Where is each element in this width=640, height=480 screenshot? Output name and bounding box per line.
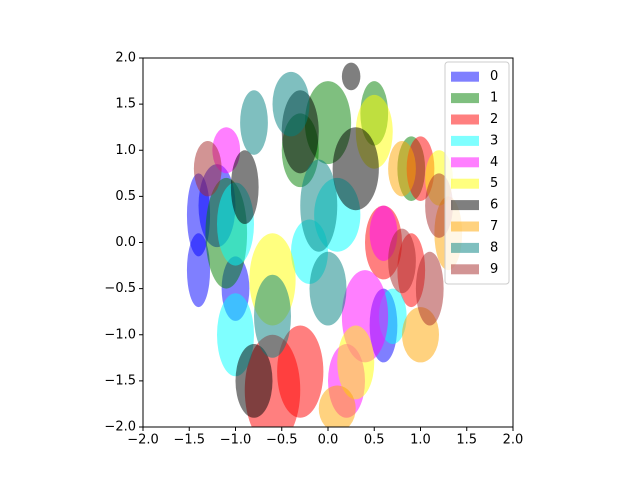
legend-swatch — [451, 157, 479, 168]
legend-label: 4 — [490, 155, 498, 170]
y-tick-label: 0.5 — [115, 189, 136, 204]
x-tick-label: 2.0 — [503, 433, 524, 448]
x-tick-label: 0.0 — [318, 433, 339, 448]
legend-swatch — [451, 178, 479, 189]
ellipse-mark — [415, 251, 444, 326]
ellipse-mark — [388, 228, 416, 294]
ellipse-mark — [337, 325, 375, 400]
x-tick-label: −1.5 — [173, 433, 205, 448]
legend-swatch — [451, 114, 479, 125]
plot-area — [186, 62, 463, 427]
legend-swatch — [451, 200, 479, 211]
ellipse-mark — [230, 150, 259, 225]
y-tick-label: 1.5 — [115, 97, 136, 112]
y-tick-label: −2.0 — [104, 420, 136, 435]
legend-label: 8 — [490, 240, 498, 255]
ellipse-mark — [309, 251, 347, 326]
legend-swatch — [451, 135, 479, 146]
legend-swatch — [451, 71, 479, 82]
legend-label: 3 — [490, 133, 498, 148]
ellipse-mark — [388, 141, 416, 197]
x-tick-label: 1.5 — [456, 433, 477, 448]
ellipse-mark — [272, 71, 310, 137]
legend-label: 0 — [490, 69, 498, 84]
y-tick-label: −1.5 — [104, 373, 136, 388]
y-tick-label: 1.0 — [115, 143, 136, 158]
legend-swatch — [451, 242, 479, 253]
y-tick-label: −1.0 — [104, 327, 136, 342]
legend-label: 5 — [490, 176, 498, 191]
x-tick-label: 1.0 — [410, 433, 431, 448]
ellipse-mark — [300, 159, 338, 252]
x-tick-label: −2.0 — [127, 433, 159, 448]
ellipse-mark — [193, 141, 222, 197]
ellipse-mark — [341, 62, 361, 91]
legend-label: 1 — [490, 91, 498, 106]
legend-swatch — [451, 221, 479, 232]
x-tick-label: −1.0 — [220, 433, 252, 448]
legend-label: 9 — [490, 262, 498, 277]
ellipse-mark — [332, 127, 379, 211]
legend-swatch — [451, 264, 479, 275]
x-tick-label: −0.5 — [266, 433, 298, 448]
legend-label: 6 — [490, 198, 498, 213]
legend-label: 7 — [490, 219, 498, 234]
legend-label: 2 — [490, 112, 498, 127]
ellipse-mark — [277, 325, 324, 418]
ellipse-mark — [254, 274, 291, 358]
ellipse-mark — [186, 233, 211, 308]
y-tick-label: 2.0 — [115, 51, 136, 66]
x-tick-label: 0.5 — [364, 433, 385, 448]
ellipse-mark — [240, 90, 268, 155]
ellipse-mark — [318, 385, 356, 427]
legend-swatch — [451, 93, 479, 104]
y-tick-label: 0.0 — [115, 235, 136, 250]
y-tick-label: −0.5 — [104, 281, 136, 296]
ellipse-mark — [235, 343, 273, 418]
